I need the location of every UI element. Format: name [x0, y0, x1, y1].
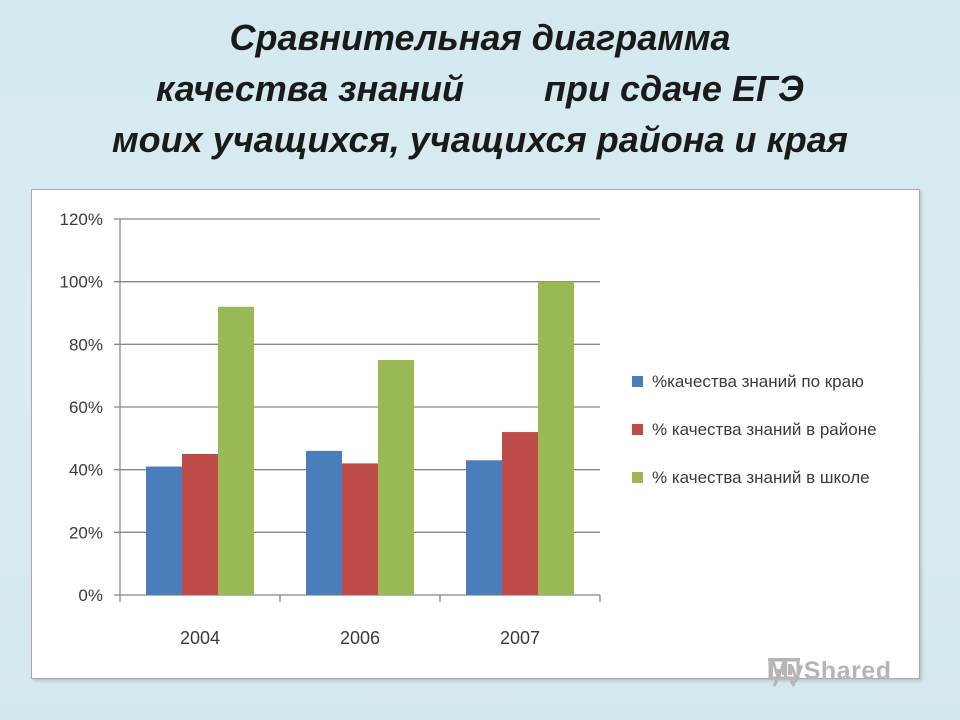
bar-1-2004 — [146, 466, 182, 595]
presentation-board-icon — [768, 658, 800, 687]
legend-swatch — [632, 424, 643, 435]
y-tick-label: 60% — [69, 398, 103, 417]
legend-label: %качества знаний по краю — [652, 372, 864, 391]
y-tick-label: 0% — [78, 586, 103, 605]
y-tick-label: 120% — [60, 210, 103, 229]
chart-container: 0% 20% 40% 60% 80% 100% 120% 2004 2006 2007 %качес… — [31, 189, 920, 679]
bar-2-2004 — [182, 454, 218, 595]
title-line-1: Сравнительная диаграмма — [229, 17, 731, 58]
x-category-label: 2007 — [500, 628, 540, 648]
bar-1-2007 — [466, 460, 502, 595]
y-tick-label: 20% — [69, 523, 103, 542]
x-category-label: 2006 — [340, 628, 380, 648]
title-line-2: качества знаний при сдаче ЕГЭ — [156, 68, 804, 109]
bar-3-2006 — [378, 360, 414, 595]
watermark: MyShared — [768, 657, 891, 687]
bar-3-2004 — [218, 306, 254, 595]
legend-swatch — [632, 376, 643, 387]
bar-chart: 0% 20% 40% 60% 80% 100% 120% 2004 2006 2007 %качес… — [60, 210, 877, 648]
x-category-label: 2004 — [180, 628, 220, 648]
y-tick-label: 40% — [69, 461, 103, 480]
bar-2-2007 — [502, 432, 538, 595]
y-tick-label: 80% — [69, 335, 103, 354]
bar-2-2006 — [342, 463, 378, 595]
legend-swatch — [632, 472, 643, 483]
title-line-3: моих учащихся, учащихся района и края — [112, 119, 848, 160]
legend-label: % качества знаний в районе — [652, 420, 877, 439]
slide-title: Сравнительная диаграмма качества знаний … — [0, 12, 960, 165]
y-tick-label: 100% — [60, 273, 103, 292]
legend-label: % качества знаний в школе — [652, 468, 870, 487]
bar-1-2006 — [306, 450, 342, 595]
bar-3-2007 — [538, 281, 574, 595]
